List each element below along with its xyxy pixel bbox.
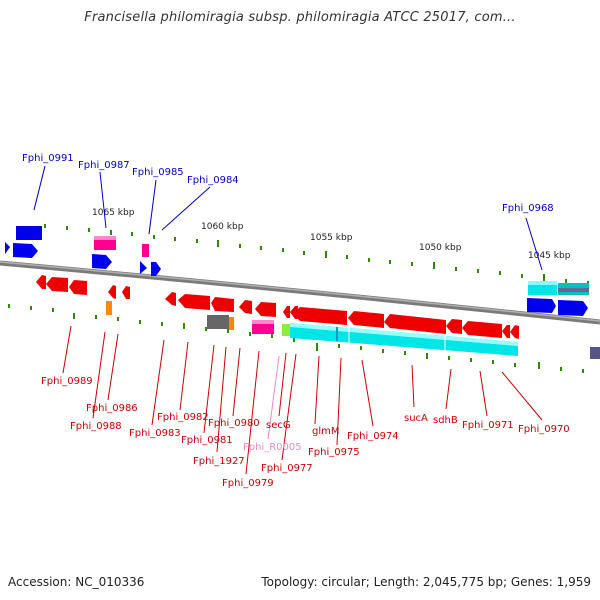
label-fphi-0979: Fphi_0979 [222, 478, 274, 489]
scale-label-1050: 1050 kbp [419, 243, 462, 253]
gene-fphi-0989[interactable] [46, 277, 68, 292]
label-fphi-1927: Fphi_1927 [193, 456, 245, 467]
scale-label-1060: 1060 kbp [201, 222, 244, 232]
gene-fphi-0979[interactable] [255, 302, 276, 317]
feature-fphi-0986-orange[interactable] [106, 301, 112, 315]
gene-fphi-0968[interactable] [527, 298, 556, 313]
label-fphi-0980: Fphi_0980 [208, 418, 260, 429]
gene-fphi-0967[interactable] [558, 300, 588, 316]
feature-glmm-green[interactable] [282, 324, 290, 336]
gene-fphi-0975[interactable] [348, 311, 384, 328]
label-fphi-0988: Fphi_0988 [70, 421, 122, 432]
scale-labels: 1065 kbp 1060 kbp 1055 kbp 1050 kbp 1045… [92, 208, 571, 261]
accession-label: Accession: NC_010336 [8, 575, 145, 589]
genome-summary-label: Topology: circular; Length: 2,045,775 bp… [261, 575, 591, 589]
genome-backbone [0, 260, 600, 325]
bottom-labels[interactable]: Fphi_0989 Fphi_0986 Fphi_0988 Fphi_0983 … [41, 376, 570, 489]
gene-fphi-0970[interactable] [510, 325, 519, 339]
scale-label-1045: 1045 kbp [528, 251, 571, 261]
label-fphi-0970: Fphi_0970 [518, 424, 570, 435]
label-fphi-r0005: Fphi_R0005 [243, 442, 302, 453]
reverse-strand-features[interactable] [36, 275, 519, 356]
label-secg: secG [266, 420, 291, 431]
feature-fphi-1927-orange[interactable] [229, 317, 234, 330]
feature-fphi-0987-shade[interactable] [94, 236, 116, 240]
gene-fphi-0974[interactable] [384, 314, 446, 334]
gene-fphi-0981[interactable] [211, 297, 234, 312]
feature-fphi-0979-shade[interactable] [252, 320, 274, 324]
label-fphi-0981: Fphi_0981 [181, 435, 233, 446]
gene-fphi-r0005[interactable] [283, 306, 290, 318]
label-fphi-0974: Fphi_0974 [347, 431, 399, 442]
gene-suca[interactable] [446, 319, 462, 334]
gene-fphi-0992[interactable] [5, 242, 10, 254]
cds-fphi-0968-shade[interactable] [528, 281, 557, 285]
label-fphi-0977: Fphi_0977 [261, 463, 313, 474]
feature-edge-right[interactable] [590, 347, 600, 359]
map-title: Francisella philomiragia subsp. philomir… [84, 10, 516, 25]
gene-fphi-0987[interactable] [92, 254, 112, 269]
label-fphi-0982: Fphi_0982 [157, 412, 209, 423]
outer-tick-row [44, 224, 589, 285]
label-sdhb: sdhB [433, 415, 458, 426]
gene-fphi-0971[interactable] [502, 325, 510, 338]
label-fphi-0985: Fphi_0985 [132, 167, 184, 178]
bottom-leader-lines [62, 325, 543, 475]
forward-strand-features[interactable] [5, 226, 600, 359]
label-fphi-0989: Fphi_0989 [41, 376, 93, 387]
pink-leader-line [267, 355, 280, 440]
scale-label-1055: 1055 kbp [310, 233, 353, 243]
top-leader-lines [33, 165, 543, 271]
gene-fphi-0990[interactable] [13, 243, 38, 258]
gene-fphi-0989a[interactable] [36, 275, 46, 289]
inner-tick-row [8, 304, 584, 373]
scale-label-1065: 1065 kbp [92, 208, 135, 218]
label-fphi-0991: Fphi_0991 [22, 153, 74, 164]
feature-fphi-0981-grey[interactable] [207, 315, 229, 329]
label-suca: sucA [404, 413, 428, 424]
gene-sdhb[interactable] [462, 321, 502, 338]
gene-fphi-0984[interactable] [151, 262, 161, 276]
gene-fphi-0988[interactable] [69, 280, 87, 295]
feature-fphi-0985-pink[interactable] [142, 244, 149, 257]
label-glmm: glmM [312, 426, 340, 437]
gene-fphi-0982[interactable] [178, 294, 210, 310]
gene-fphi-0977[interactable] [293, 307, 347, 325]
cds-fphi-0967-band[interactable] [558, 288, 589, 292]
label-fphi-0971: Fphi_0971 [462, 420, 514, 431]
gene-fphi-0980[interactable] [239, 300, 252, 314]
gene-fphi-0991[interactable] [16, 226, 42, 240]
gene-fphi-0986b[interactable] [122, 286, 130, 299]
top-labels[interactable]: Fphi_0991 Fphi_0987 Fphi_0985 Fphi_0984 … [22, 153, 554, 214]
label-fphi-0987: Fphi_0987 [78, 160, 130, 171]
label-fphi-0983: Fphi_0983 [129, 428, 181, 439]
gene-fphi-0986[interactable] [108, 285, 116, 299]
gene-fphi-0985[interactable] [140, 261, 147, 274]
label-fphi-0968: Fphi_0968 [502, 203, 554, 214]
label-fphi-0975: Fphi_0975 [308, 447, 360, 458]
gene-fphi-0983[interactable] [165, 292, 176, 306]
label-fphi-0986: Fphi_0986 [86, 403, 138, 414]
cds-block-long-shade[interactable] [290, 323, 518, 346]
label-fphi-0984: Fphi_0984 [187, 175, 239, 186]
genome-backbone-highlight [0, 261, 600, 322]
